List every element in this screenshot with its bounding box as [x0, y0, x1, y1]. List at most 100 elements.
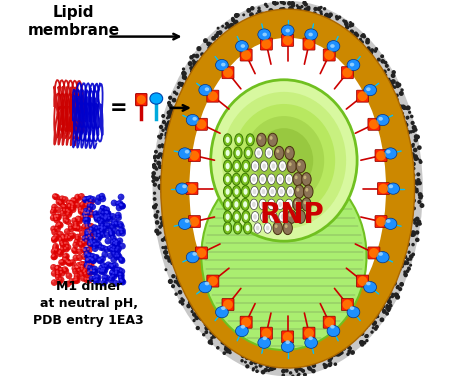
Circle shape — [234, 29, 237, 32]
Ellipse shape — [199, 282, 211, 293]
Circle shape — [59, 246, 66, 253]
Circle shape — [315, 352, 319, 356]
Circle shape — [96, 275, 98, 277]
Circle shape — [190, 67, 193, 69]
Circle shape — [220, 326, 221, 328]
Circle shape — [120, 228, 122, 231]
Circle shape — [389, 81, 392, 84]
Circle shape — [213, 334, 216, 336]
Circle shape — [99, 268, 106, 275]
Circle shape — [112, 252, 115, 254]
Circle shape — [59, 250, 61, 252]
Circle shape — [78, 193, 85, 200]
Ellipse shape — [199, 84, 211, 96]
Circle shape — [180, 270, 182, 273]
Ellipse shape — [303, 201, 307, 204]
Circle shape — [173, 145, 176, 148]
Circle shape — [52, 280, 54, 282]
Circle shape — [166, 227, 168, 228]
Circle shape — [176, 277, 178, 279]
Circle shape — [164, 246, 167, 249]
Circle shape — [82, 198, 85, 200]
Circle shape — [356, 42, 360, 46]
Circle shape — [387, 109, 390, 112]
Circle shape — [342, 45, 345, 49]
Circle shape — [68, 204, 70, 206]
Circle shape — [401, 239, 404, 242]
Circle shape — [171, 186, 173, 189]
Circle shape — [351, 23, 354, 26]
Circle shape — [300, 348, 303, 352]
Circle shape — [180, 277, 182, 279]
Circle shape — [98, 234, 100, 236]
Circle shape — [110, 233, 112, 235]
Circle shape — [110, 245, 112, 247]
Circle shape — [244, 32, 247, 35]
Circle shape — [219, 41, 222, 44]
Circle shape — [205, 326, 209, 330]
Circle shape — [312, 344, 313, 346]
Circle shape — [374, 303, 377, 307]
Circle shape — [201, 59, 204, 61]
Circle shape — [280, 25, 282, 26]
Circle shape — [318, 7, 320, 9]
Circle shape — [365, 305, 368, 308]
Circle shape — [366, 58, 370, 61]
FancyBboxPatch shape — [186, 182, 198, 195]
Circle shape — [292, 360, 294, 363]
Circle shape — [100, 194, 102, 196]
Circle shape — [182, 120, 184, 123]
Circle shape — [166, 202, 170, 206]
Circle shape — [115, 272, 117, 274]
Circle shape — [273, 367, 275, 369]
Circle shape — [77, 256, 80, 258]
Circle shape — [374, 67, 377, 70]
Circle shape — [358, 276, 367, 286]
Circle shape — [399, 137, 401, 139]
Circle shape — [178, 128, 179, 129]
Circle shape — [410, 186, 413, 190]
Circle shape — [367, 47, 370, 50]
Circle shape — [305, 14, 307, 16]
Circle shape — [50, 225, 57, 232]
Circle shape — [406, 128, 408, 130]
Circle shape — [309, 346, 312, 350]
Circle shape — [394, 87, 396, 88]
Ellipse shape — [223, 160, 232, 172]
Circle shape — [99, 258, 101, 261]
Circle shape — [191, 75, 192, 76]
Circle shape — [163, 209, 166, 212]
Circle shape — [85, 212, 87, 214]
Circle shape — [55, 248, 57, 251]
Circle shape — [60, 234, 67, 241]
Circle shape — [62, 196, 69, 203]
Circle shape — [279, 24, 281, 26]
Circle shape — [170, 204, 173, 207]
Circle shape — [385, 287, 387, 289]
Circle shape — [115, 251, 121, 258]
Circle shape — [229, 26, 233, 29]
Circle shape — [402, 139, 404, 140]
Circle shape — [304, 357, 308, 360]
Circle shape — [117, 221, 124, 228]
Circle shape — [281, 353, 284, 356]
Ellipse shape — [223, 147, 232, 159]
Circle shape — [197, 79, 199, 81]
Circle shape — [59, 268, 62, 270]
Circle shape — [85, 230, 88, 232]
Circle shape — [92, 230, 99, 237]
Circle shape — [86, 247, 93, 254]
Ellipse shape — [242, 211, 250, 223]
Circle shape — [61, 247, 63, 250]
Circle shape — [256, 14, 258, 16]
Circle shape — [236, 337, 237, 339]
Circle shape — [268, 28, 270, 29]
Circle shape — [82, 223, 89, 230]
Circle shape — [190, 217, 199, 227]
Circle shape — [232, 19, 235, 21]
Circle shape — [321, 354, 324, 356]
Circle shape — [110, 276, 112, 278]
Circle shape — [240, 37, 243, 39]
Circle shape — [381, 60, 383, 62]
Circle shape — [301, 6, 303, 8]
